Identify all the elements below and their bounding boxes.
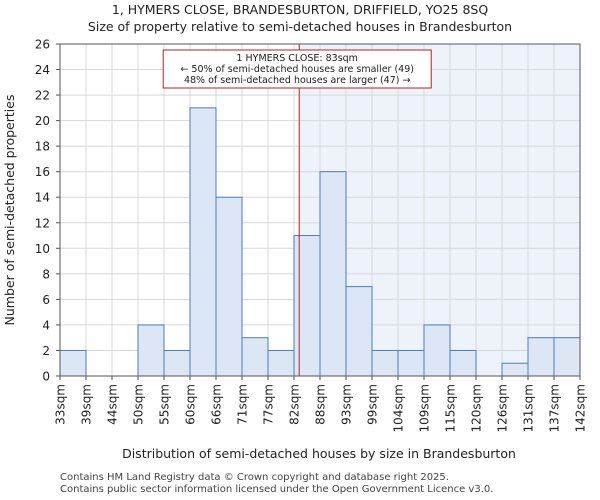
- xtick-label-77sqm: 77sqm: [262, 384, 276, 425]
- xtick-label-33sqm: 33sqm: [54, 384, 68, 425]
- ytick-label-2: 2: [42, 344, 50, 358]
- xtick-label-60sqm: 60sqm: [184, 384, 198, 425]
- bar-126sqm: [501, 362, 529, 377]
- xtick-label-66sqm: 66sqm: [210, 384, 224, 425]
- xtick-label-115sqm: 115sqm: [444, 384, 458, 432]
- bar-88sqm: [319, 171, 347, 377]
- xtick-label-39sqm: 39sqm: [80, 384, 94, 425]
- ytick-label-12: 12: [35, 216, 50, 230]
- ytick-label-8: 8: [42, 267, 50, 281]
- ytick-label-6: 6: [42, 293, 50, 307]
- annotation-line-2: ← 50% of semi-detached houses are smalle…: [180, 64, 414, 75]
- bar-55sqm: [163, 349, 191, 377]
- bar-99sqm: [371, 349, 399, 377]
- axes: [56, 43, 581, 380]
- ytick-label-18: 18: [35, 140, 50, 154]
- xtick-label-44sqm: 44sqm: [106, 384, 120, 425]
- xtick-label-55sqm: 55sqm: [158, 384, 172, 425]
- ytick-label-10: 10: [35, 242, 50, 256]
- bar-77sqm: [267, 349, 295, 377]
- xtick-label-71sqm: 71sqm: [236, 384, 250, 425]
- xtick-label-131sqm: 131sqm: [522, 384, 536, 432]
- annotation-box: 1 HYMERS CLOSE: 83sqm ← 50% of semi-deta…: [162, 49, 432, 89]
- bar-104sqm: [397, 349, 425, 377]
- xtick-label-109sqm: 109sqm: [418, 384, 432, 432]
- xtick-label-137sqm: 137sqm: [548, 384, 562, 432]
- ytick-label-22: 22: [35, 89, 50, 103]
- ytick-label-14: 14: [35, 191, 50, 205]
- bar-33sqm: [59, 349, 87, 377]
- bar-137sqm: [553, 337, 581, 377]
- xtick-label-82sqm: 82sqm: [288, 384, 302, 425]
- annotation-line-3: 48% of semi-detached houses are larger (…: [184, 75, 411, 86]
- annotation-rect: [162, 49, 432, 89]
- ytick-label-24: 24: [35, 63, 50, 77]
- bar-66sqm: [215, 196, 243, 377]
- x-axis-label: Distribution of semi-detached houses by …: [122, 446, 516, 461]
- ytick-label-0: 0: [42, 370, 50, 384]
- chart-subtitle: Size of property relative to semi-detach…: [88, 19, 512, 34]
- xtick-label-88sqm: 88sqm: [314, 384, 328, 425]
- ytick-label-20: 20: [35, 114, 50, 128]
- bar-109sqm: [423, 324, 451, 377]
- bar-93sqm: [345, 286, 373, 377]
- bar-71sqm: [241, 337, 269, 377]
- footer-line-2: Contains public sector information licen…: [60, 484, 494, 495]
- bars: [59, 107, 581, 377]
- ytick-label-26: 26: [35, 38, 50, 52]
- bar-60sqm: [189, 107, 217, 377]
- ytick-label-4: 4: [42, 318, 50, 332]
- xtick-label-142sqm: 142sqm: [574, 384, 588, 432]
- xtick-label-99sqm: 99sqm: [366, 384, 380, 425]
- xtick-label-120sqm: 120sqm: [470, 384, 484, 432]
- xtick-label-50sqm: 50sqm: [132, 384, 146, 425]
- bar-50sqm: [137, 324, 165, 377]
- bar-82sqm: [293, 235, 321, 377]
- ytick-label-16: 16: [35, 165, 50, 179]
- annotation-line-1: 1 HYMERS CLOSE: 83sqm: [236, 53, 358, 64]
- xtick-label-126sqm: 126sqm: [496, 384, 510, 432]
- x-tick-labels: 33sqm 39sqm 44sqm 50sqm 55sqm 60sqm 66sqm 71sqm…: [54, 384, 588, 432]
- bar-115sqm: [449, 349, 477, 377]
- xtick-label-104sqm: 104sqm: [392, 384, 406, 432]
- chart-title: 1, HYMERS CLOSE, BRANDESBURTON, DRIFFIEL…: [112, 2, 489, 17]
- xtick-label-93sqm: 93sqm: [340, 384, 354, 425]
- y-axis-label: Number of semi-detached properties: [2, 95, 17, 326]
- bar-131sqm: [527, 337, 555, 377]
- footer-line-1: Contains HM Land Registry data © Crown c…: [60, 472, 449, 483]
